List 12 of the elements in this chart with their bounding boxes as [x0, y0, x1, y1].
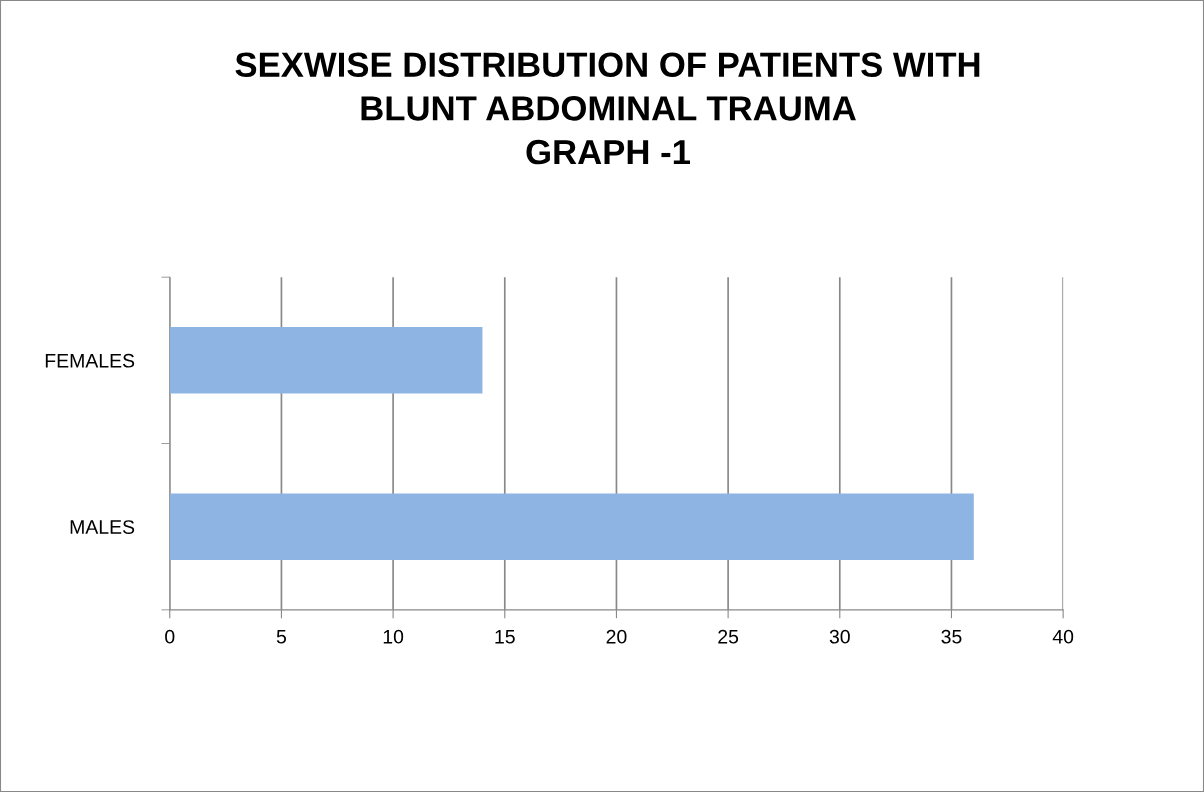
x-tick-label: 0 [165, 629, 175, 644]
x-tick-label: 15 [495, 630, 515, 644]
chart-title: SEXWISE DISTRIBUTION OF PATIENTS WITH BLUNT ABDOMINAL TRAUMA GRAPH -1 [235, 52, 980, 165]
x-tick-label: 40 [1052, 629, 1074, 644]
x-tick-label: 30 [829, 629, 850, 644]
x-tick-label: 5 [276, 630, 287, 644]
x-tick-label: 25 [718, 629, 739, 644]
x-tick-label: 10 [383, 629, 404, 644]
y-tick-label: MALES [70, 520, 135, 534]
x-tick-label: 20 [606, 629, 627, 644]
x-tick-label: 35 [941, 629, 962, 644]
y-tick-label: FEMALES [45, 353, 135, 368]
